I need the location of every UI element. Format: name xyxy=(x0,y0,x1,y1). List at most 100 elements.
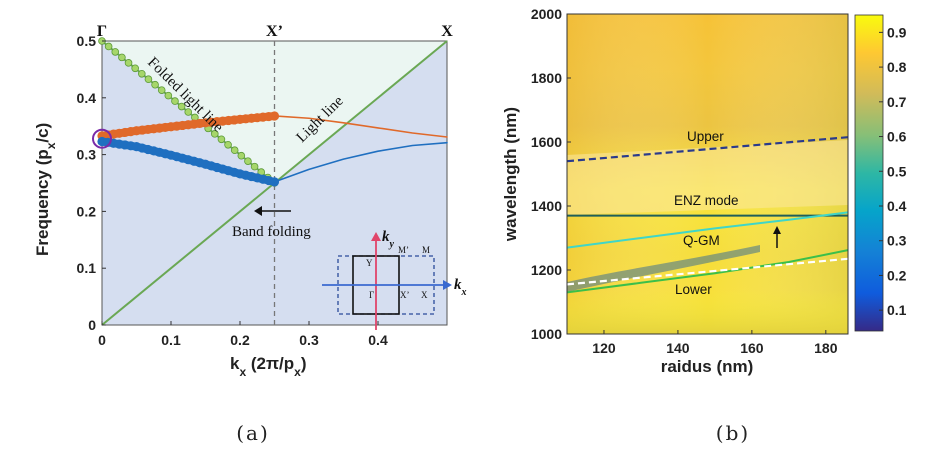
y-tick-label: 0.2 xyxy=(77,203,97,219)
x-tick-label: 120 xyxy=(592,340,616,356)
folded-line-marker xyxy=(244,157,252,165)
brillouin-zone-inset: ky kx Y M’ M Γ X’ X xyxy=(322,229,467,330)
colorbar-ticks: 0.1 0.2 0.3 0.4 0.5 0.6 0.7 0.8 0.9 xyxy=(879,24,907,318)
caption-b: (b) xyxy=(716,421,750,445)
x-tick-label: 0.3 xyxy=(299,332,319,348)
colorbar-tick-label: 0.8 xyxy=(887,59,907,75)
mode-line xyxy=(567,249,848,294)
colorbar-tick-label: 0.4 xyxy=(887,198,907,214)
folded-line-marker xyxy=(164,91,173,100)
inset-x-label: X xyxy=(421,290,428,300)
symmetry-label: X xyxy=(441,23,453,40)
band-line xyxy=(273,141,448,183)
y-tick-label: 1800 xyxy=(531,70,562,86)
mode-lines xyxy=(567,136,848,294)
y-tick-label: 0.1 xyxy=(77,260,97,276)
colorbar-tick-label: 0.5 xyxy=(887,163,907,179)
folded-line-marker xyxy=(250,162,259,171)
folded-line-marker xyxy=(171,97,179,105)
panel-b: 120 140 160 180 1000 1200 1400 1600 1800 2000 Up… xyxy=(501,6,907,376)
folded-line-marker xyxy=(157,86,166,94)
y-axis-label-b: wavelength (nm) xyxy=(501,107,520,242)
heatmap-band-upper xyxy=(567,140,848,215)
inset-m-prime-label: M’ xyxy=(398,245,409,255)
mode-line xyxy=(567,257,848,286)
band-series xyxy=(97,111,448,187)
folded-line-marker xyxy=(230,146,239,155)
colorbar-tick-label: 0.6 xyxy=(887,129,907,145)
folded-line-marker xyxy=(138,69,146,78)
qgm-mode-label: Q-GM xyxy=(683,233,720,248)
panel-a: 0 0.1 0.2 0.3 0.4 00.10.20.30.40.5 Γ X’ X Fold… xyxy=(33,23,467,379)
symmetry-point-labels: Γ X’ X xyxy=(97,23,453,40)
y-axis-label-a: Frequency (px/c) xyxy=(33,123,58,256)
inset-ky-label: ky xyxy=(382,229,395,250)
folded-line-marker xyxy=(217,135,226,144)
mode-line xyxy=(567,211,848,249)
symmetry-label: Γ xyxy=(97,23,107,40)
y-tick-label: 1200 xyxy=(531,262,562,278)
inset-y-label: Y xyxy=(366,258,373,268)
inset-m-label: M xyxy=(422,245,430,255)
colorbar-tick-label: 0.2 xyxy=(887,267,907,283)
folded-line-marker xyxy=(151,80,159,89)
folded-line-marker xyxy=(177,102,186,111)
colorbar-tick-label: 0.9 xyxy=(887,24,907,40)
x-tick-label: 0.1 xyxy=(161,332,181,348)
colorbar-tick-label: 0.7 xyxy=(887,94,907,110)
folded-line-marker xyxy=(131,64,139,73)
y-ticks-a: 0 0.1 0.2 0.3 0.4 0.5 xyxy=(77,33,106,333)
folded-line-marker xyxy=(210,130,219,138)
y-tick-label: 1600 xyxy=(531,134,562,150)
inset-kx-label: kx xyxy=(454,277,467,298)
colorbar-tick-label: 0.1 xyxy=(887,302,907,318)
x-ticks-b: 120 140 160 180 xyxy=(592,330,838,356)
folded-line-marker xyxy=(144,75,153,84)
plot-frame-b xyxy=(566,13,849,335)
folded-light-line-markers xyxy=(98,37,279,187)
y-tick-label: 1400 xyxy=(531,198,562,214)
symmetry-label: X’ xyxy=(266,23,283,40)
band-folding-label: Band folding xyxy=(232,224,311,240)
enz-mode-label: ENZ mode xyxy=(674,193,739,208)
folded-line-marker xyxy=(111,48,120,56)
x-tick-label: 0.2 xyxy=(230,332,250,348)
lower-mode-label: Lower xyxy=(675,282,712,297)
x-tick-label: 0.4 xyxy=(368,332,388,348)
x-tick-label: 160 xyxy=(740,340,764,356)
y-tick-label: 1000 xyxy=(531,326,562,342)
shift-arrowhead xyxy=(773,226,781,234)
colorbar xyxy=(854,14,884,332)
folded-line-marker xyxy=(237,151,246,160)
inset-kx-arrowhead xyxy=(443,280,452,290)
y-tick-label: 0 xyxy=(88,317,96,333)
x-axis-label-a: kx (2π/px) xyxy=(230,354,306,379)
band-folding-arrowhead xyxy=(254,206,262,216)
folded-line-marker xyxy=(104,42,113,51)
folded-line-marker xyxy=(124,59,133,67)
colorbar-tick-label: 0.3 xyxy=(887,233,907,249)
y-tick-label: 0.3 xyxy=(77,147,97,163)
y-tick-label: 0.5 xyxy=(77,33,97,49)
x-axis-label-b: raidus (nm) xyxy=(661,357,754,376)
folded-line-marker xyxy=(184,108,193,116)
folded-line-marker xyxy=(224,140,232,149)
band-line xyxy=(273,115,448,138)
upper-mode-label: Upper xyxy=(687,129,724,144)
gamma-point-circle xyxy=(92,128,112,149)
heatmap-bottom-glow xyxy=(567,290,848,334)
folded-line-marker xyxy=(118,53,126,62)
y-ticks-b: 1000 1200 1400 1600 1800 2000 xyxy=(531,6,571,342)
y-tick-label: 2000 xyxy=(531,6,562,22)
mode-line xyxy=(567,136,848,163)
inset-ky-arrowhead xyxy=(371,232,381,241)
x-tick-label: 180 xyxy=(814,340,838,356)
x-tick-label: 0 xyxy=(98,332,106,348)
x-tick-label: 140 xyxy=(666,340,690,356)
inset-gamma-label: Γ xyxy=(369,290,374,300)
caption-a: (a) xyxy=(236,421,270,445)
inset-x-prime-label: X’ xyxy=(400,290,410,300)
y-tick-label: 0.4 xyxy=(77,90,97,106)
x-ticks-a: 0 0.1 0.2 0.3 0.4 xyxy=(98,321,388,348)
